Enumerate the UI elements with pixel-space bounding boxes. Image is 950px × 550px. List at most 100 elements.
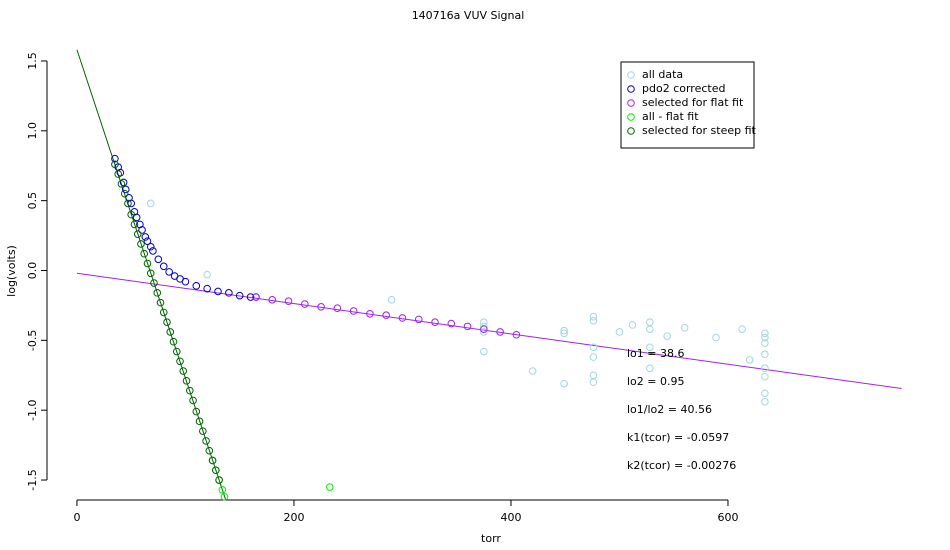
y-axis-label: log(volts) — [5, 245, 18, 297]
data-point — [111, 154, 119, 163]
data-point — [203, 270, 211, 279]
data-point — [192, 282, 201, 290]
data-point — [203, 284, 211, 293]
data-point — [761, 339, 769, 347]
data-point — [220, 492, 229, 501]
data-point — [646, 325, 654, 333]
data-point — [560, 379, 568, 388]
data-point — [560, 329, 568, 338]
data-point — [176, 357, 184, 366]
legend-symbol — [627, 99, 635, 107]
data-point — [212, 466, 220, 475]
data-point — [120, 189, 129, 198]
legend-symbol — [627, 71, 635, 79]
data-point — [189, 396, 197, 405]
chart-title: 140716a VUV Signal — [412, 9, 525, 22]
y-tick-label: 0.0 — [26, 262, 39, 280]
data-point — [761, 389, 769, 398]
data-point — [117, 180, 126, 188]
fit-line — [76, 49, 227, 500]
data-point — [761, 333, 769, 342]
data-point — [119, 178, 128, 187]
data-point — [149, 247, 157, 255]
x-tick-label: 400 — [500, 511, 521, 524]
data-point — [447, 319, 456, 328]
data-point — [150, 279, 158, 287]
data-point — [146, 269, 155, 278]
data-point — [215, 476, 223, 484]
annotation: lo1 = 38.6 — [627, 347, 685, 360]
data-point — [560, 326, 568, 335]
data-point — [165, 268, 173, 276]
annotation: k1(tcor) = -0.0597 — [627, 431, 729, 444]
legend-symbol — [627, 85, 635, 93]
data-point — [589, 353, 598, 361]
data-point — [124, 199, 132, 208]
data-point — [116, 168, 125, 177]
data-point — [179, 367, 188, 375]
data-point — [317, 303, 325, 311]
data-point — [628, 321, 637, 329]
data-point — [208, 456, 217, 465]
data-point — [140, 249, 149, 258]
legend-box — [620, 61, 755, 149]
y-tick-label: 1.0 — [26, 122, 39, 140]
data-point — [512, 330, 521, 339]
data-point — [141, 233, 150, 241]
data-point — [205, 446, 214, 455]
data-point — [712, 333, 720, 342]
legend-label: selected for flat fit — [642, 96, 744, 109]
data-point — [480, 347, 488, 356]
data-point — [252, 293, 260, 301]
data-point — [366, 309, 374, 318]
data-point — [480, 328, 488, 336]
data-point — [663, 332, 672, 340]
y-tick-label: 0.5 — [26, 192, 39, 210]
data-point — [398, 314, 407, 322]
data-point — [137, 240, 145, 248]
data-point — [138, 226, 146, 234]
data-point — [496, 328, 504, 336]
data-point — [169, 337, 178, 346]
data-point — [225, 289, 233, 297]
data-point — [130, 220, 139, 229]
data-point — [761, 329, 769, 338]
data-point — [182, 377, 191, 385]
data-point — [387, 296, 396, 304]
data-point — [163, 318, 171, 326]
fit-line — [76, 272, 902, 390]
data-point — [114, 170, 122, 178]
x-tick-label: 200 — [283, 511, 304, 524]
data-point — [301, 300, 309, 308]
data-point — [199, 427, 207, 435]
data-point — [745, 356, 754, 364]
legend-symbol — [627, 113, 635, 121]
data-point — [156, 298, 165, 307]
data-point — [761, 350, 769, 359]
annotation: lo1/lo2 = 40.56 — [627, 403, 712, 416]
data-point — [133, 230, 142, 238]
data-point — [172, 347, 181, 356]
data-point — [680, 323, 689, 332]
data-point — [589, 316, 598, 325]
legend-label: selected for steep fit — [642, 124, 757, 137]
data-point — [214, 287, 222, 296]
data-point — [159, 308, 168, 317]
data-point — [646, 318, 654, 326]
legend-label: pdo2 corrected — [642, 82, 725, 95]
data-point — [143, 237, 152, 245]
legend-label: all - flat fit — [642, 110, 699, 123]
plot-area — [76, 49, 902, 501]
data-point — [646, 343, 654, 352]
data-point — [589, 378, 598, 387]
data-point — [325, 483, 334, 491]
data-point — [333, 304, 342, 313]
data-point — [235, 291, 244, 300]
data-point — [761, 364, 769, 373]
data-point — [246, 293, 255, 301]
data-point — [192, 407, 201, 416]
data-point — [195, 417, 204, 426]
data-point — [202, 437, 210, 445]
data-point — [185, 386, 194, 395]
